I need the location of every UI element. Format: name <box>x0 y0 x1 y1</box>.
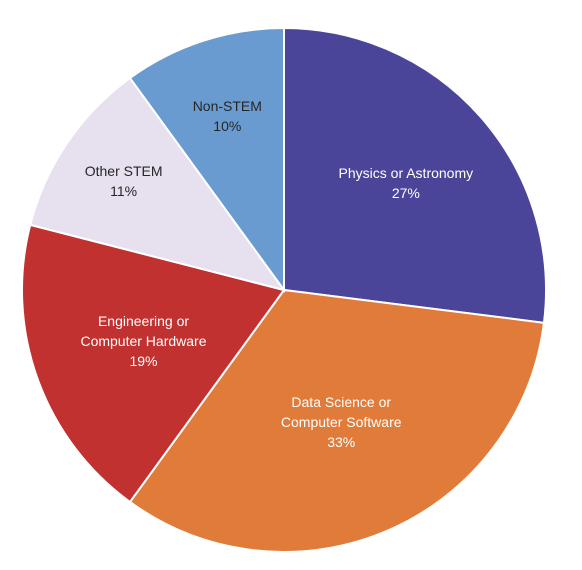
category-label: Data Science or Computer Software <box>280 394 402 431</box>
category-label: Physics or Astronomy <box>338 164 474 181</box>
pie-slice <box>283 26 547 324</box>
slice-label: Other STEM 11% <box>64 161 184 201</box>
value-label: 11% <box>110 183 138 200</box>
category-label: Engineering or Computer Hardware <box>80 312 207 349</box>
category-label: Non-STEM <box>192 97 262 114</box>
pie-slice <box>29 76 287 292</box>
value-label: 33% <box>327 434 356 451</box>
pie-slice <box>128 26 285 294</box>
slice-label: Engineering or Computer Hardware 19% <box>75 311 211 371</box>
value-label: 10% <box>213 117 242 134</box>
category-label: Other STEM <box>84 163 163 180</box>
value-label: 19% <box>129 352 158 369</box>
value-label: 27% <box>391 184 420 201</box>
slice-label: Non-STEM 10% <box>167 96 287 136</box>
slice-label: Physics or Astronomy 27% <box>326 163 486 203</box>
slice-label: Data Science or Computer Software 33% <box>273 392 409 452</box>
pie-slice <box>21 223 286 504</box>
pie-slice <box>128 288 546 553</box>
